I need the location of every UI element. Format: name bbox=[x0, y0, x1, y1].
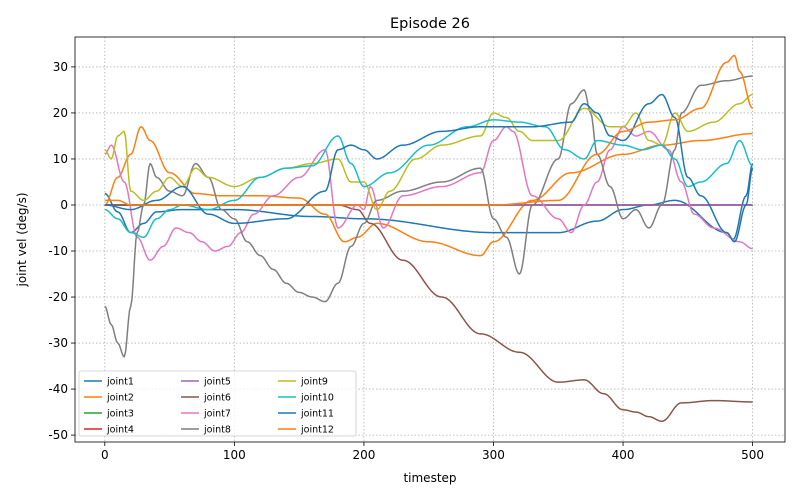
legend-label-joint8: joint8 bbox=[203, 425, 231, 436]
y-tick-label: -40 bbox=[48, 382, 68, 396]
axis-ticks: 0 100 200 300 400 500 -50 -40 -30 -20 -10 0 10 20 30 bbox=[48, 60, 764, 462]
y-tick-label: 10 bbox=[53, 152, 68, 166]
y-tick-label: 0 bbox=[60, 198, 68, 212]
legend-label-joint4: joint4 bbox=[106, 425, 134, 436]
y-tick-label: -30 bbox=[48, 336, 68, 350]
x-axis-label: timestep bbox=[403, 471, 456, 485]
legend-label-joint6: joint6 bbox=[203, 393, 231, 404]
chart-title: Episode 26 bbox=[390, 16, 470, 32]
x-tick-label: 100 bbox=[223, 448, 246, 462]
x-tick-label: 300 bbox=[482, 448, 505, 462]
x-tick-label: 400 bbox=[612, 448, 635, 462]
y-tick-label: -10 bbox=[48, 244, 68, 258]
series-line-joint12 bbox=[104, 54, 754, 206]
legend-label-joint7: joint7 bbox=[203, 409, 231, 420]
y-tick-label: 20 bbox=[53, 106, 68, 120]
legend-label-joint9: joint9 bbox=[300, 377, 328, 388]
plot-area bbox=[104, 54, 754, 423]
legend-box bbox=[78, 370, 357, 437]
y-tick-label: 30 bbox=[53, 60, 68, 74]
legend-label-joint1: joint1 bbox=[106, 377, 134, 388]
series-line-joint8 bbox=[104, 75, 753, 358]
x-tick-label: 200 bbox=[352, 448, 375, 462]
y-axis-label: joint vel (deg/s) bbox=[15, 192, 29, 287]
y-tick-label: -20 bbox=[48, 290, 68, 304]
legend: joint1 joint2 joint3 joint4 joint5 joint6 join… bbox=[78, 370, 357, 437]
plot-frame bbox=[74, 36, 786, 443]
series-line-joint11 bbox=[104, 93, 754, 243]
legend-label-joint11: joint11 bbox=[300, 409, 334, 420]
legend-label-joint5: joint5 bbox=[203, 377, 231, 388]
x-tick-label: 0 bbox=[101, 448, 109, 462]
series-line-joint10 bbox=[104, 119, 753, 238]
y-tick-label: -50 bbox=[48, 428, 68, 442]
legend-label-joint2: joint2 bbox=[106, 393, 134, 404]
x-tick-label: 500 bbox=[741, 448, 764, 462]
legend-label-joint12: joint12 bbox=[300, 425, 334, 436]
legend-label-joint10: joint10 bbox=[300, 393, 334, 404]
legend-label-joint3: joint3 bbox=[106, 409, 134, 420]
series-line-joint9 bbox=[104, 93, 753, 211]
